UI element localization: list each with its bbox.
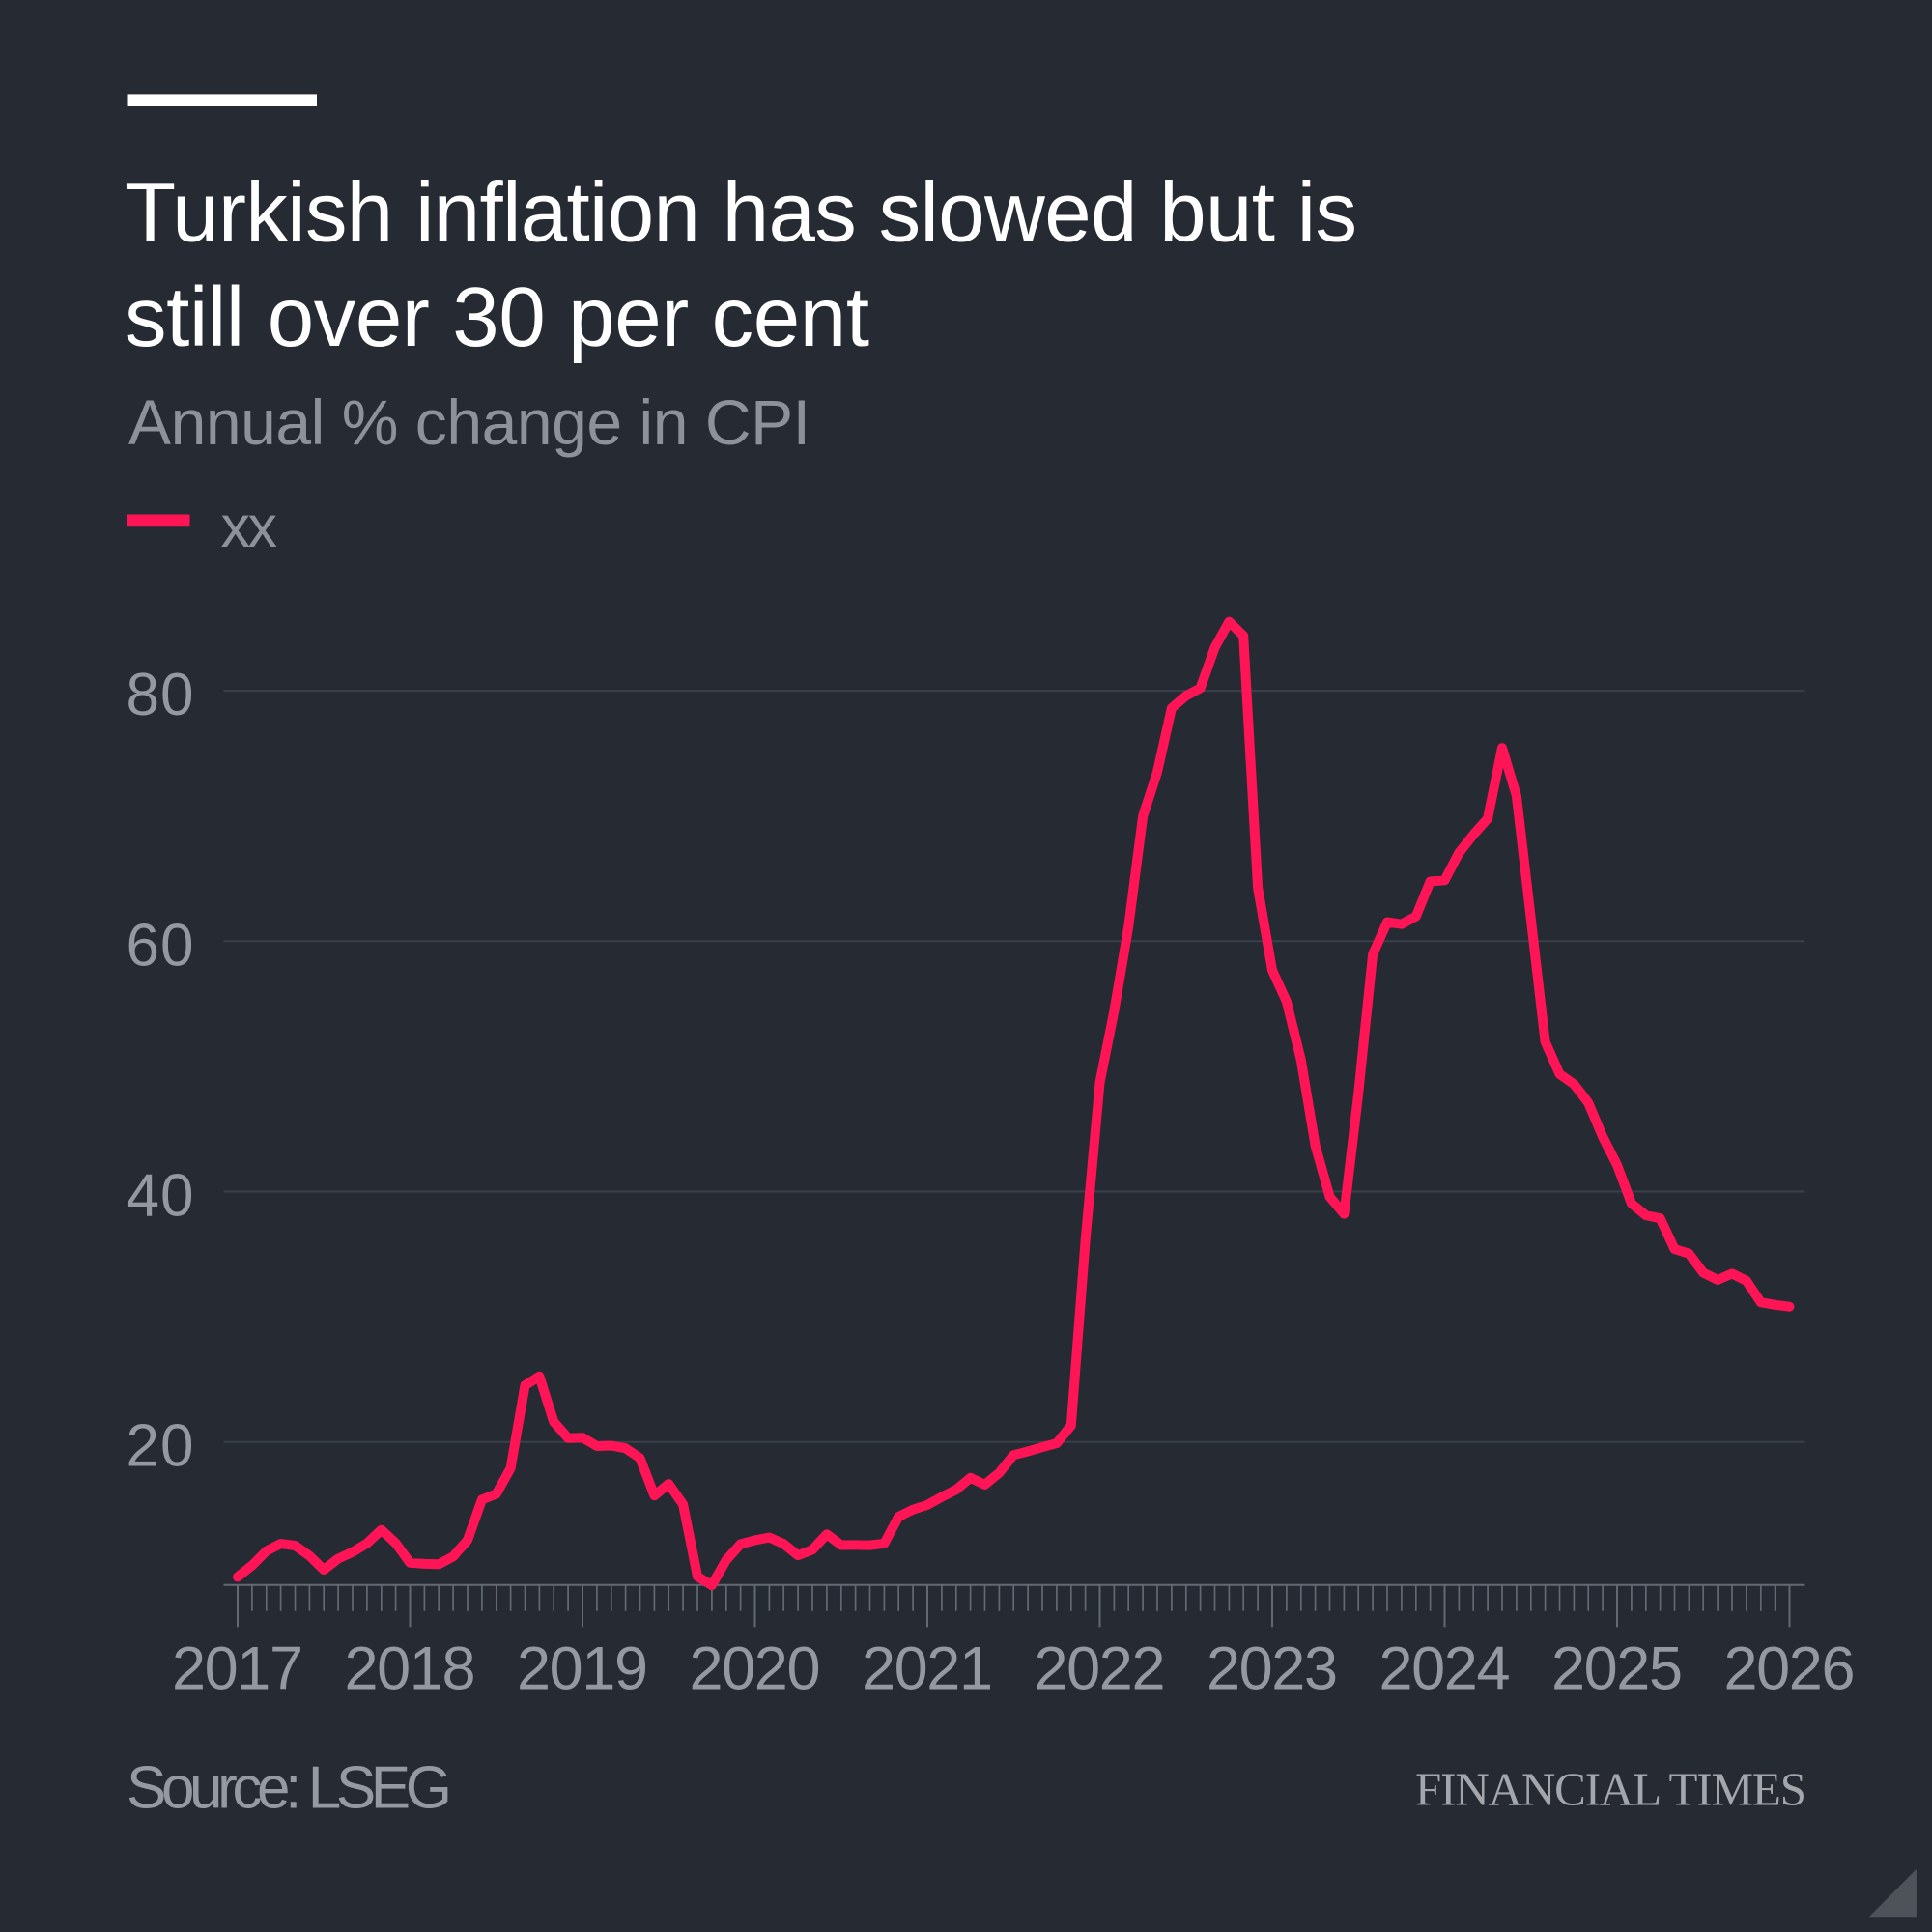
svg-text:60: 60 <box>127 912 194 979</box>
svg-text:Annual % change in CPI: Annual % change in CPI <box>128 386 810 458</box>
svg-text:FINANCIAL TIMES: FINANCIAL TIMES <box>1415 1763 1806 1816</box>
svg-text:2017: 2017 <box>172 1635 303 1703</box>
svg-text:2024: 2024 <box>1379 1635 1511 1703</box>
svg-text:2023: 2023 <box>1207 1635 1338 1703</box>
svg-text:2021: 2021 <box>862 1635 993 1703</box>
svg-text:2022: 2022 <box>1035 1635 1166 1703</box>
svg-text:40: 40 <box>127 1163 194 1230</box>
svg-text:Turkish inflation has slowed b: Turkish inflation has slowed but is <box>125 166 1357 260</box>
svg-text:xx: xx <box>221 494 278 559</box>
svg-text:80: 80 <box>127 662 194 728</box>
svg-text:still over 30 per cent: still over 30 per cent <box>125 270 869 364</box>
svg-text:Source: LSEG: Source: LSEG <box>127 1755 452 1822</box>
svg-text:2026: 2026 <box>1724 1635 1856 1703</box>
svg-text:2025: 2025 <box>1551 1635 1683 1703</box>
svg-text:20: 20 <box>127 1413 194 1480</box>
svg-text:2019: 2019 <box>517 1635 648 1703</box>
svg-text:2018: 2018 <box>345 1635 476 1703</box>
svg-text:2020: 2020 <box>690 1635 821 1703</box>
